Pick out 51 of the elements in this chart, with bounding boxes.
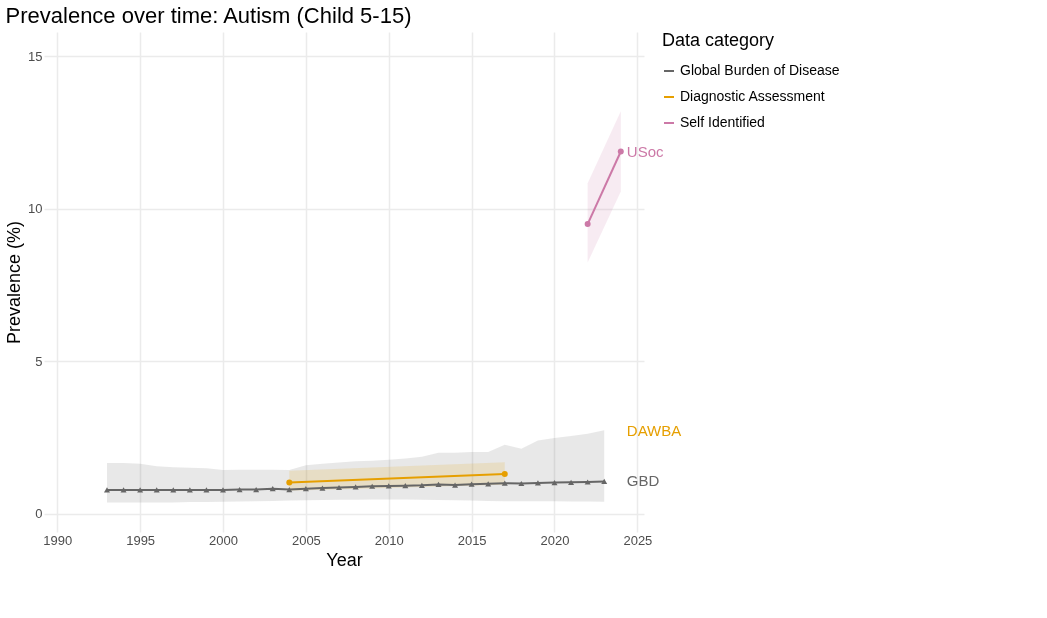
point <box>286 487 293 493</box>
point <box>534 480 541 486</box>
point <box>103 487 110 493</box>
annotation: GBD <box>626 472 660 490</box>
point <box>319 485 326 491</box>
point <box>385 483 392 489</box>
point <box>501 471 508 478</box>
point <box>617 148 624 155</box>
point <box>584 221 591 228</box>
point <box>269 486 276 492</box>
point <box>336 484 343 491</box>
x-tick-label: 2020 <box>540 532 570 548</box>
chart-title: Prevalence over time: Autism (Child 5-15) <box>5 3 412 28</box>
point <box>518 480 525 487</box>
point <box>418 482 425 488</box>
legend-title: Data category <box>662 30 775 50</box>
point <box>601 478 608 484</box>
y-tick-label: 15 <box>28 48 43 64</box>
legend-label: Diagnostic Assessment <box>680 88 825 104</box>
point <box>137 487 144 493</box>
annotation: USoc <box>626 142 664 160</box>
x-tick-label: 1995 <box>126 532 156 548</box>
y-tick-label: 0 <box>35 506 43 522</box>
point <box>153 487 160 493</box>
legend-label: Self Identified <box>680 114 765 130</box>
point <box>369 483 376 489</box>
point <box>568 479 575 485</box>
x-tick-label: 2010 <box>374 532 404 548</box>
point <box>584 479 591 485</box>
point <box>120 487 127 493</box>
x-tick-label: 2005 <box>291 532 321 548</box>
point <box>402 483 409 489</box>
point <box>170 487 177 493</box>
point <box>286 479 293 486</box>
point <box>220 487 227 493</box>
x-tick-label: 2015 <box>457 532 487 548</box>
point <box>501 480 508 486</box>
point <box>203 487 210 493</box>
x-axis-title: Year <box>326 549 363 570</box>
x-tick-label: 2000 <box>209 532 238 548</box>
point <box>435 481 442 488</box>
y-tick-label: 10 <box>28 201 43 217</box>
x-tick-label: 2025 <box>623 532 653 548</box>
legend-label: Global Burden of Disease <box>680 62 840 78</box>
y-axis-title: Prevalence (%) <box>4 220 25 345</box>
point <box>186 487 193 493</box>
y-tick-label: 5 <box>35 353 43 369</box>
annotation: DAWBA <box>626 422 682 440</box>
point <box>452 482 459 488</box>
point <box>468 481 475 487</box>
x-tick-label: 1990 <box>43 532 73 548</box>
